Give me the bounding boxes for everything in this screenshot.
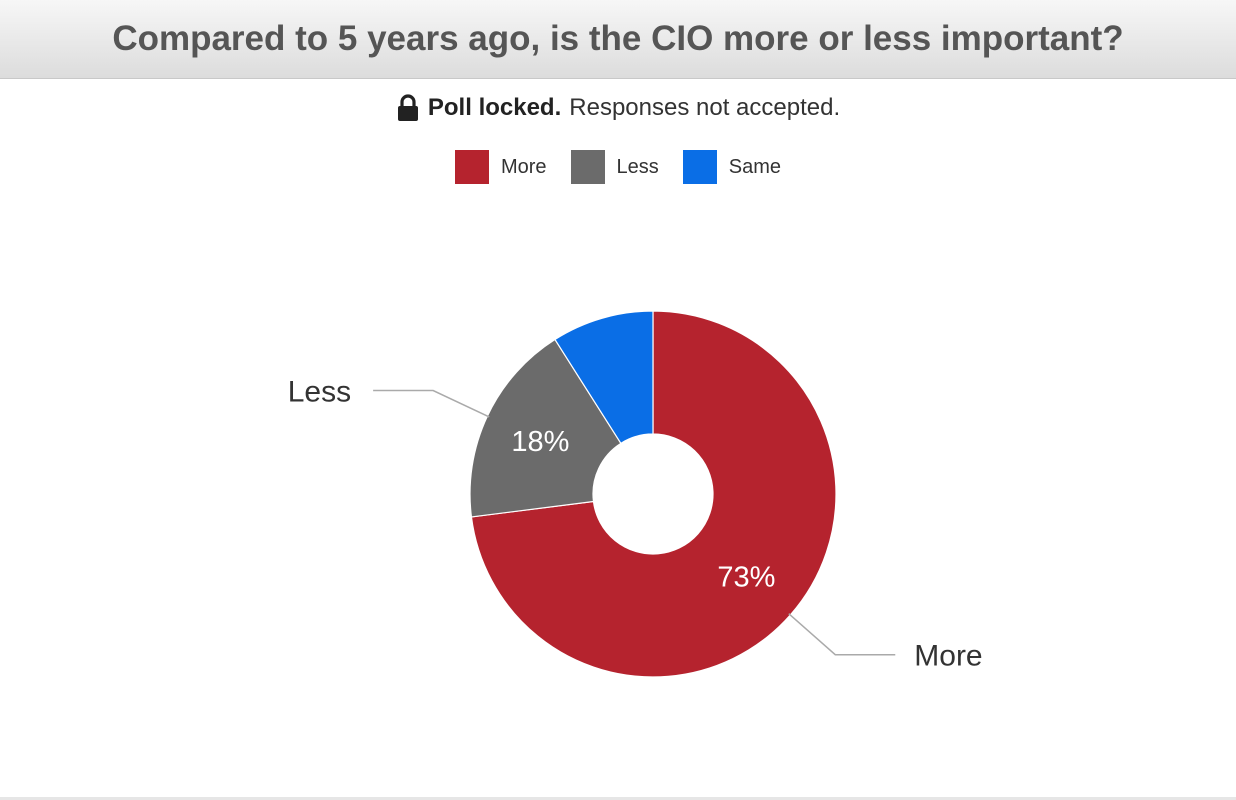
slice-callout-label-less: Less	[288, 376, 351, 409]
legend-swatch-less	[570, 150, 605, 184]
lock-icon	[397, 94, 418, 121]
donut-slices	[469, 310, 837, 678]
chart-header: Compared to 5 years ago, is the CIO more…	[0, 0, 1236, 79]
donut-slice-same[interactable]	[554, 310, 654, 445]
legend-swatch-same	[682, 150, 717, 184]
slice-pct-label-less: 18%	[511, 426, 569, 458]
donut-slice-less[interactable]	[469, 338, 622, 518]
legend-item-more[interactable]: More	[454, 150, 547, 184]
callout-lines	[373, 389, 896, 656]
poll-status: Poll locked. Responses not accepted.	[0, 88, 1236, 128]
slice-callout-label-more: More	[914, 640, 982, 673]
legend-item-same[interactable]: Same	[682, 150, 782, 184]
donut-slice-more[interactable]	[470, 310, 837, 678]
legend-swatch-more	[454, 150, 489, 184]
poll-locked-label: Poll locked.	[427, 94, 562, 121]
callout-line-less	[373, 389, 490, 418]
slice-labels: 73% More 18% Less	[288, 376, 983, 673]
callout-line-more	[788, 613, 896, 656]
legend-label-less: Less	[616, 155, 659, 178]
legend-label-more: More	[500, 155, 547, 178]
slice-pct-label-more: 73%	[717, 561, 775, 593]
chart-title: Compared to 5 years ago, is the CIO more…	[112, 19, 1124, 58]
legend-label-same: Same	[728, 155, 782, 178]
chart-legend: More Less Same	[0, 149, 1236, 185]
poll-status-message: Responses not accepted.	[569, 94, 841, 121]
legend-item-less[interactable]: Less	[570, 150, 659, 184]
donut-chart: 73% More 18% Less	[288, 310, 983, 678]
footer-divider	[0, 797, 1236, 800]
